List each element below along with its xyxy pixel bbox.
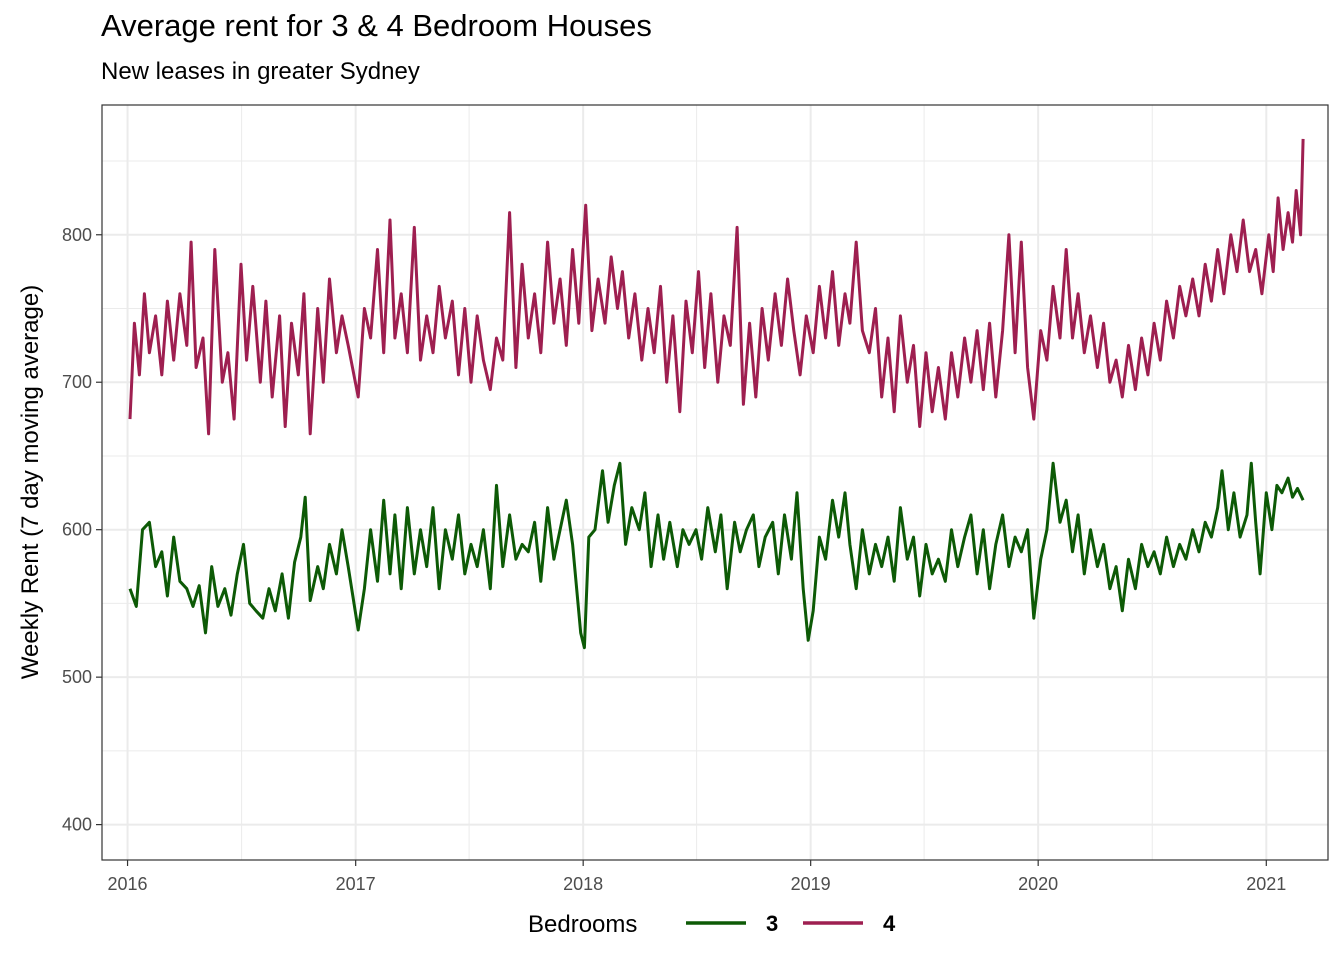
y-axis-title: Weekly Rent (7 day moving average)	[17, 285, 44, 679]
legend-label-3: 3	[766, 911, 778, 936]
y-tick-label: 500	[62, 667, 92, 687]
x-tick-label: 2017	[336, 874, 376, 894]
plot-panel-border	[101, 104, 1329, 861]
y-tick-label: 800	[62, 225, 92, 245]
x-axis: 2016 2017 2018 2019 2020 2021	[108, 860, 1286, 894]
x-tick-label: 2019	[791, 874, 831, 894]
chart-title: Average rent for 3 & 4 Bedroom Houses	[101, 8, 652, 43]
legend-title: Bedrooms	[528, 911, 637, 938]
y-axis: 400 500 600 700 800	[62, 225, 102, 835]
plot-panel-background	[102, 105, 1328, 860]
x-tick-label: 2020	[1018, 874, 1058, 894]
series-lines	[128, 138, 1305, 650]
y-tick-label: 400	[62, 815, 92, 835]
y-tick-label: 600	[62, 520, 92, 540]
chart-subtitle: New leases in greater Sydney	[101, 58, 420, 85]
x-tick-label: 2021	[1246, 874, 1286, 894]
x-tick-label: 2016	[108, 874, 148, 894]
minor-gridlines	[102, 105, 1328, 860]
x-tick-label: 2018	[563, 874, 603, 894]
series-line-3-bedrooms	[128, 461, 1305, 650]
legend-label-4: 4	[883, 911, 896, 936]
y-tick-label: 700	[62, 372, 92, 392]
series-line-4-bedrooms	[128, 138, 1305, 436]
